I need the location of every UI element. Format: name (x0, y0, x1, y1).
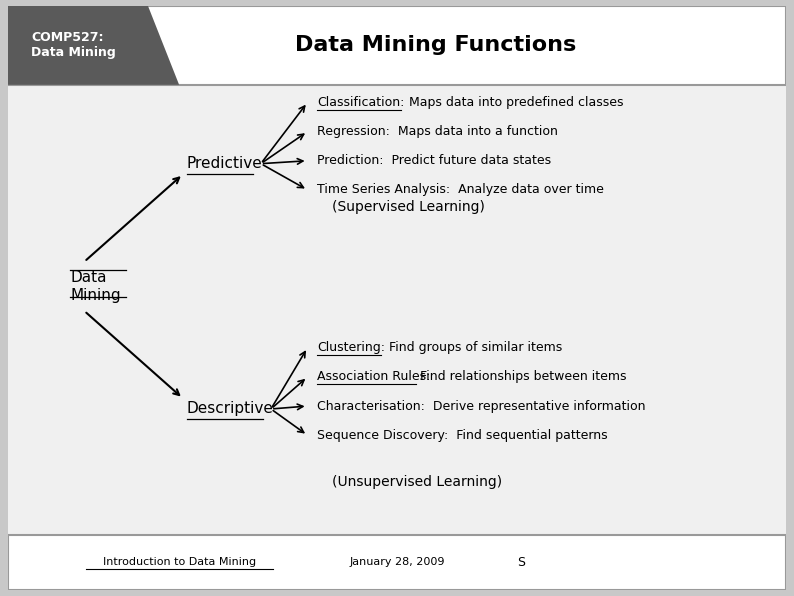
Text: Introduction to Data Mining: Introduction to Data Mining (102, 557, 256, 567)
Text: Time Series Analysis:  Analyze data over time: Time Series Analysis: Analyze data over … (317, 184, 603, 197)
Text: Maps data into predefined classes: Maps data into predefined classes (401, 96, 623, 109)
Text: Classification:: Classification: (317, 96, 404, 109)
FancyBboxPatch shape (8, 6, 786, 85)
Text: Sequence Discovery:  Find sequential patterns: Sequence Discovery: Find sequential patt… (317, 429, 607, 442)
FancyBboxPatch shape (8, 535, 786, 590)
Text: Prediction:  Predict future data states: Prediction: Predict future data states (317, 154, 551, 167)
Text: Descriptive: Descriptive (187, 402, 274, 417)
Text: Clustering:: Clustering: (317, 341, 385, 354)
Text: Find relationships between items: Find relationships between items (416, 370, 627, 383)
FancyBboxPatch shape (8, 6, 786, 590)
Text: Characterisation:  Derive representative information: Characterisation: Derive representative … (317, 399, 646, 412)
Text: Regression:  Maps data into a function: Regression: Maps data into a function (317, 125, 557, 138)
Text: COMP527:
Data Mining: COMP527: Data Mining (31, 32, 116, 60)
Text: (Supervised Learning): (Supervised Learning) (333, 200, 485, 215)
Text: (Unsupervised Learning): (Unsupervised Learning) (333, 475, 503, 489)
Text: Association Rules:: Association Rules: (317, 370, 430, 383)
FancyBboxPatch shape (8, 85, 786, 535)
Text: Data Mining Functions: Data Mining Functions (295, 35, 576, 55)
Text: S: S (518, 556, 526, 569)
Text: January 28, 2009: January 28, 2009 (349, 557, 445, 567)
Text: Predictive: Predictive (187, 156, 263, 171)
Text: Data
Mining: Data Mining (70, 269, 121, 303)
Polygon shape (8, 6, 179, 85)
Text: Find groups of similar items: Find groups of similar items (380, 341, 562, 354)
